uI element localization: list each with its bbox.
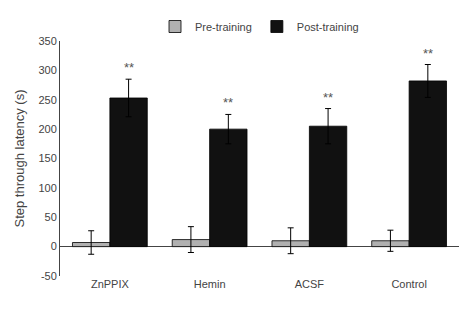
svg-text:0: 0 — [51, 240, 57, 252]
svg-text:300: 300 — [38, 64, 56, 76]
svg-text:**: ** — [124, 60, 134, 75]
svg-text:ZnPPIX: ZnPPIX — [91, 278, 130, 290]
svg-text:100: 100 — [38, 182, 56, 194]
svg-text:**: ** — [423, 46, 433, 61]
svg-text:**: ** — [323, 90, 333, 105]
svg-text:200: 200 — [38, 123, 56, 135]
svg-text:Step through latency (s): Step through latency (s) — [12, 89, 27, 227]
svg-text:150: 150 — [38, 152, 56, 164]
svg-text:Pre-training: Pre-training — [195, 21, 252, 33]
svg-text:Hemin: Hemin — [194, 278, 226, 290]
svg-text:350: 350 — [38, 35, 56, 47]
svg-text:250: 250 — [38, 94, 56, 106]
svg-text:**: ** — [223, 95, 233, 110]
svg-text:Control: Control — [391, 278, 426, 290]
svg-text:ACSF: ACSF — [295, 278, 325, 290]
svg-text:50: 50 — [45, 211, 57, 223]
svg-text:Post-training: Post-training — [297, 21, 359, 33]
svg-text:-50: -50 — [41, 270, 57, 282]
